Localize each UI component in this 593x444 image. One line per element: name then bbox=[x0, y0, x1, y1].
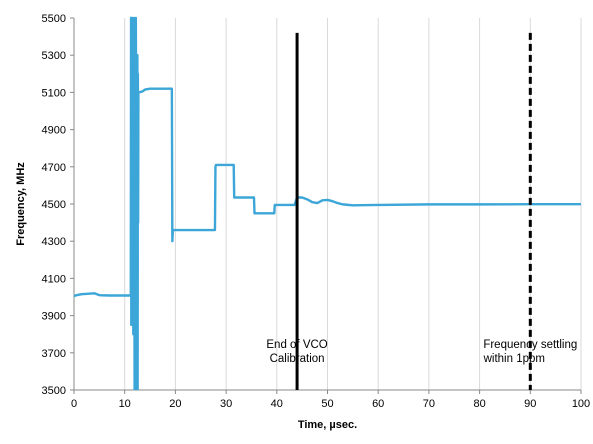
annotation-line: within 1ppm bbox=[483, 353, 545, 365]
y-tick-label: 5500 bbox=[42, 13, 66, 25]
x-tick-label: 30 bbox=[220, 398, 232, 410]
x-tick-label: 20 bbox=[169, 398, 181, 410]
y-axis-title: Frequency, MHz bbox=[15, 162, 27, 246]
x-tick-label: 60 bbox=[372, 398, 384, 410]
frequency-series-line bbox=[74, 16, 581, 390]
axes-layer bbox=[70, 17, 582, 394]
y-tick-label: 5100 bbox=[42, 87, 66, 99]
x-tick-label: 40 bbox=[271, 398, 283, 410]
calibration-annotation-text: End of VCO Calibration bbox=[266, 339, 327, 365]
annotation-line: End of VCO bbox=[266, 339, 327, 351]
x-tick-label: 90 bbox=[524, 398, 536, 410]
annotation-line: Frequency settling bbox=[483, 339, 577, 351]
x-tick-label: 10 bbox=[119, 398, 131, 410]
x-axis-title: Time, µsec. bbox=[298, 419, 357, 431]
series-layer bbox=[74, 16, 581, 390]
x-tick-label: 70 bbox=[423, 398, 435, 410]
y-tick-label: 3500 bbox=[42, 385, 66, 397]
labels-layer: 0 10 20 30 40 50 60 70 80 90 100 3500 3700 3900 4100 43… bbox=[42, 13, 591, 410]
y-tick-label: 4700 bbox=[42, 162, 66, 174]
y-tick-label: 4900 bbox=[42, 125, 66, 137]
annotation-layer bbox=[295, 32, 532, 390]
x-tick-label: 80 bbox=[473, 398, 485, 410]
x-tick-label: 0 bbox=[71, 398, 77, 410]
settling-annotation-text: Frequency settling within 1ppm bbox=[483, 339, 578, 365]
y-tick-label: 3900 bbox=[42, 311, 66, 323]
x-tick-label: 100 bbox=[572, 398, 590, 410]
y-tick-label: 3700 bbox=[42, 348, 66, 360]
y-tick-label: 4500 bbox=[42, 199, 66, 211]
y-tick-label: 4100 bbox=[42, 273, 66, 285]
y-tick-label: 4300 bbox=[42, 236, 66, 248]
y-tick-label: 5300 bbox=[42, 50, 66, 62]
annotation-line: Calibration bbox=[270, 353, 325, 365]
x-tick-label: 50 bbox=[321, 398, 333, 410]
